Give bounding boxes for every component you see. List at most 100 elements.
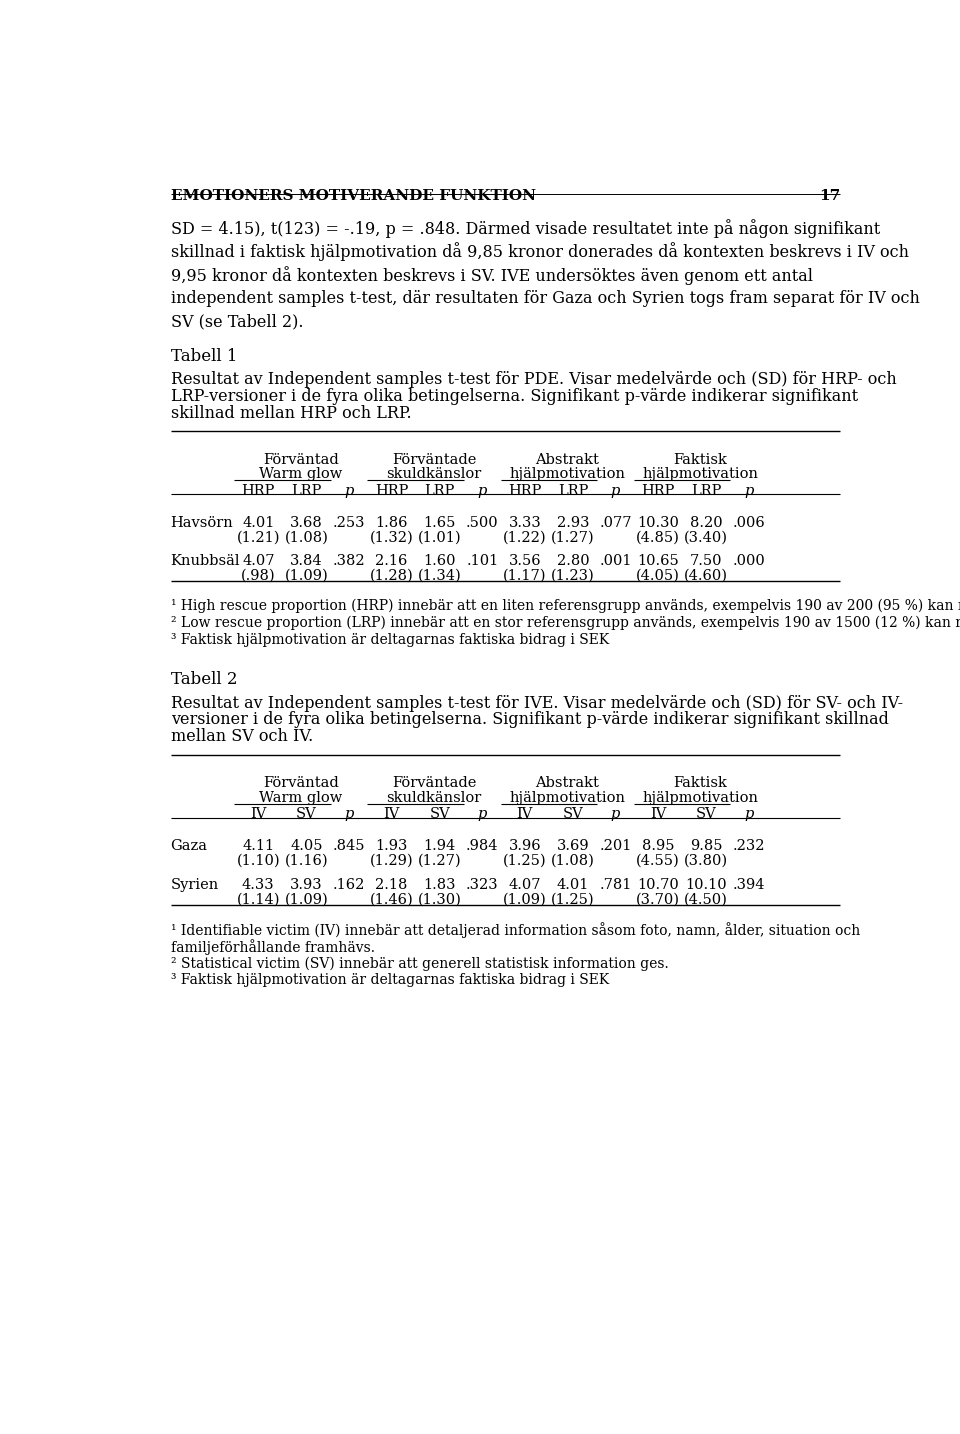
Text: IV: IV <box>383 807 399 820</box>
Text: (4.55): (4.55) <box>636 853 680 868</box>
Text: 4.01: 4.01 <box>557 878 589 892</box>
Text: ¹ High rescue proportion (HRP) innebär att en liten referensgrupp används, exemp: ¹ High rescue proportion (HRP) innebär a… <box>171 599 960 614</box>
Text: 4.33: 4.33 <box>242 878 275 892</box>
Text: .323: .323 <box>466 878 498 892</box>
Text: 4.01: 4.01 <box>242 516 275 531</box>
Text: LRP: LRP <box>558 483 588 498</box>
Text: ² Low rescue proportion (LRP) innebär att en stor referensgrupp används, exempel: ² Low rescue proportion (LRP) innebär at… <box>171 617 960 631</box>
Text: (1.25): (1.25) <box>503 853 546 868</box>
Text: Syrien: Syrien <box>171 878 219 892</box>
Text: LRP: LRP <box>424 483 455 498</box>
Text: p: p <box>345 483 353 498</box>
Text: ³ Faktisk hjälpmotivation är deltagarnas faktiska bidrag i SEK: ³ Faktisk hjälpmotivation är deltagarnas… <box>171 632 609 647</box>
Text: .394: .394 <box>732 878 765 892</box>
Text: (4.60): (4.60) <box>684 569 729 584</box>
Text: (1.29): (1.29) <box>370 853 414 868</box>
Text: .845: .845 <box>333 839 366 853</box>
Text: 10.10: 10.10 <box>685 878 727 892</box>
Text: (1.14): (1.14) <box>236 892 280 906</box>
Text: .500: .500 <box>466 516 498 531</box>
Text: (1.17): (1.17) <box>503 569 546 584</box>
Text: (1.23): (1.23) <box>551 569 595 584</box>
Text: skillnad i faktisk hjälpmotivation då 9,85 kronor donerades då kontexten beskrev: skillnad i faktisk hjälpmotivation då 9,… <box>171 242 908 261</box>
Text: 2.93: 2.93 <box>557 516 589 531</box>
Text: (1.27): (1.27) <box>551 531 595 545</box>
Text: hjälpmotivation: hjälpmotivation <box>642 467 758 482</box>
Text: 4.07: 4.07 <box>242 555 275 568</box>
Text: (1.30): (1.30) <box>418 892 462 906</box>
Text: (1.34): (1.34) <box>418 569 462 584</box>
Text: Knubbsäl: Knubbsäl <box>171 555 240 568</box>
Text: 9.85: 9.85 <box>690 839 723 853</box>
Text: LRP-versioner i de fyra olika betingelserna. Signifikant p-värde indikerar signi: LRP-versioner i de fyra olika betingelse… <box>171 389 857 404</box>
Text: skuldkänslor: skuldkänslor <box>387 467 482 482</box>
Text: p: p <box>611 807 620 820</box>
Text: 4.11: 4.11 <box>242 839 275 853</box>
Text: 3.93: 3.93 <box>290 878 323 892</box>
Text: 10.30: 10.30 <box>637 516 679 531</box>
Text: familjeförhållande framhävs.: familjeförhållande framhävs. <box>171 939 374 955</box>
Text: 1.83: 1.83 <box>423 878 456 892</box>
Text: 3.68: 3.68 <box>290 516 323 531</box>
Text: (4.50): (4.50) <box>684 892 729 906</box>
Text: (1.46): (1.46) <box>370 892 414 906</box>
Text: p: p <box>345 807 353 820</box>
Text: 1.60: 1.60 <box>423 555 456 568</box>
Text: (1.01): (1.01) <box>418 531 462 545</box>
Text: Resultat av Independent samples t-test för PDE. Visar medelvärde och (SD) för HR: Resultat av Independent samples t-test f… <box>171 371 897 389</box>
Text: .382: .382 <box>333 555 366 568</box>
Text: HRP: HRP <box>374 483 408 498</box>
Text: HRP: HRP <box>641 483 675 498</box>
Text: Tabell 2: Tabell 2 <box>171 671 237 688</box>
Text: 3.69: 3.69 <box>557 839 589 853</box>
Text: skillnad mellan HRP och LRP.: skillnad mellan HRP och LRP. <box>171 404 411 422</box>
Text: (1.22): (1.22) <box>503 531 546 545</box>
Text: LRP: LRP <box>691 483 722 498</box>
Text: (1.16): (1.16) <box>285 853 328 868</box>
Text: SV: SV <box>563 807 584 820</box>
Text: hjälpmotivation: hjälpmotivation <box>642 790 758 804</box>
Text: 3.84: 3.84 <box>290 555 323 568</box>
Text: HRP: HRP <box>242 483 275 498</box>
Text: Faktisk: Faktisk <box>674 453 728 466</box>
Text: .201: .201 <box>599 839 632 853</box>
Text: (4.85): (4.85) <box>636 531 680 545</box>
Text: IV: IV <box>516 807 533 820</box>
Text: mellan SV och IV.: mellan SV och IV. <box>171 728 313 746</box>
Text: (1.08): (1.08) <box>551 853 595 868</box>
Text: Havsörn: Havsörn <box>171 516 233 531</box>
Text: (1.09): (1.09) <box>503 892 546 906</box>
Text: p: p <box>744 807 754 820</box>
Text: hjälpmotivation: hjälpmotivation <box>510 467 625 482</box>
Text: ³ Faktisk hjälpmotivation är deltagarnas faktiska bidrag i SEK: ³ Faktisk hjälpmotivation är deltagarnas… <box>171 974 609 987</box>
Text: SD = 4.15), t(123) = -.19, p = .848. Därmed visade resultatet inte på någon sign: SD = 4.15), t(123) = -.19, p = .848. Där… <box>171 219 880 238</box>
Text: IV: IV <box>251 807 267 820</box>
Text: p: p <box>611 483 620 498</box>
Text: SV: SV <box>696 807 717 820</box>
Text: HRP: HRP <box>508 483 541 498</box>
Text: Tabell 1: Tabell 1 <box>171 348 237 366</box>
Text: Förväntad: Förväntad <box>263 776 339 790</box>
Text: hjälpmotivation: hjälpmotivation <box>510 790 625 804</box>
Text: Förväntade: Förväntade <box>392 776 476 790</box>
Text: .006: .006 <box>732 516 765 531</box>
Text: .232: .232 <box>732 839 765 853</box>
Text: .001: .001 <box>599 555 632 568</box>
Text: 1.86: 1.86 <box>375 516 408 531</box>
Text: SV: SV <box>429 807 450 820</box>
Text: Abstrakt: Abstrakt <box>536 776 599 790</box>
Text: Förväntad: Förväntad <box>263 453 339 466</box>
Text: Gaza: Gaza <box>171 839 207 853</box>
Text: .162: .162 <box>333 878 365 892</box>
Text: Abstrakt: Abstrakt <box>536 453 599 466</box>
Text: Faktisk: Faktisk <box>674 776 728 790</box>
Text: independent samples t-test, där resultaten för Gaza och Syrien togs fram separat: independent samples t-test, där resultat… <box>171 290 920 307</box>
Text: 3.56: 3.56 <box>509 555 541 568</box>
Text: p: p <box>744 483 754 498</box>
Text: 2.16: 2.16 <box>375 555 408 568</box>
Text: 1.65: 1.65 <box>423 516 456 531</box>
Text: 9,95 kronor då kontexten beskrevs i SV. IVE undersöktes även genom ett antal: 9,95 kronor då kontexten beskrevs i SV. … <box>171 267 812 285</box>
Text: (1.09): (1.09) <box>285 569 328 584</box>
Text: skuldkänslor: skuldkänslor <box>387 790 482 804</box>
Text: (3.80): (3.80) <box>684 853 729 868</box>
